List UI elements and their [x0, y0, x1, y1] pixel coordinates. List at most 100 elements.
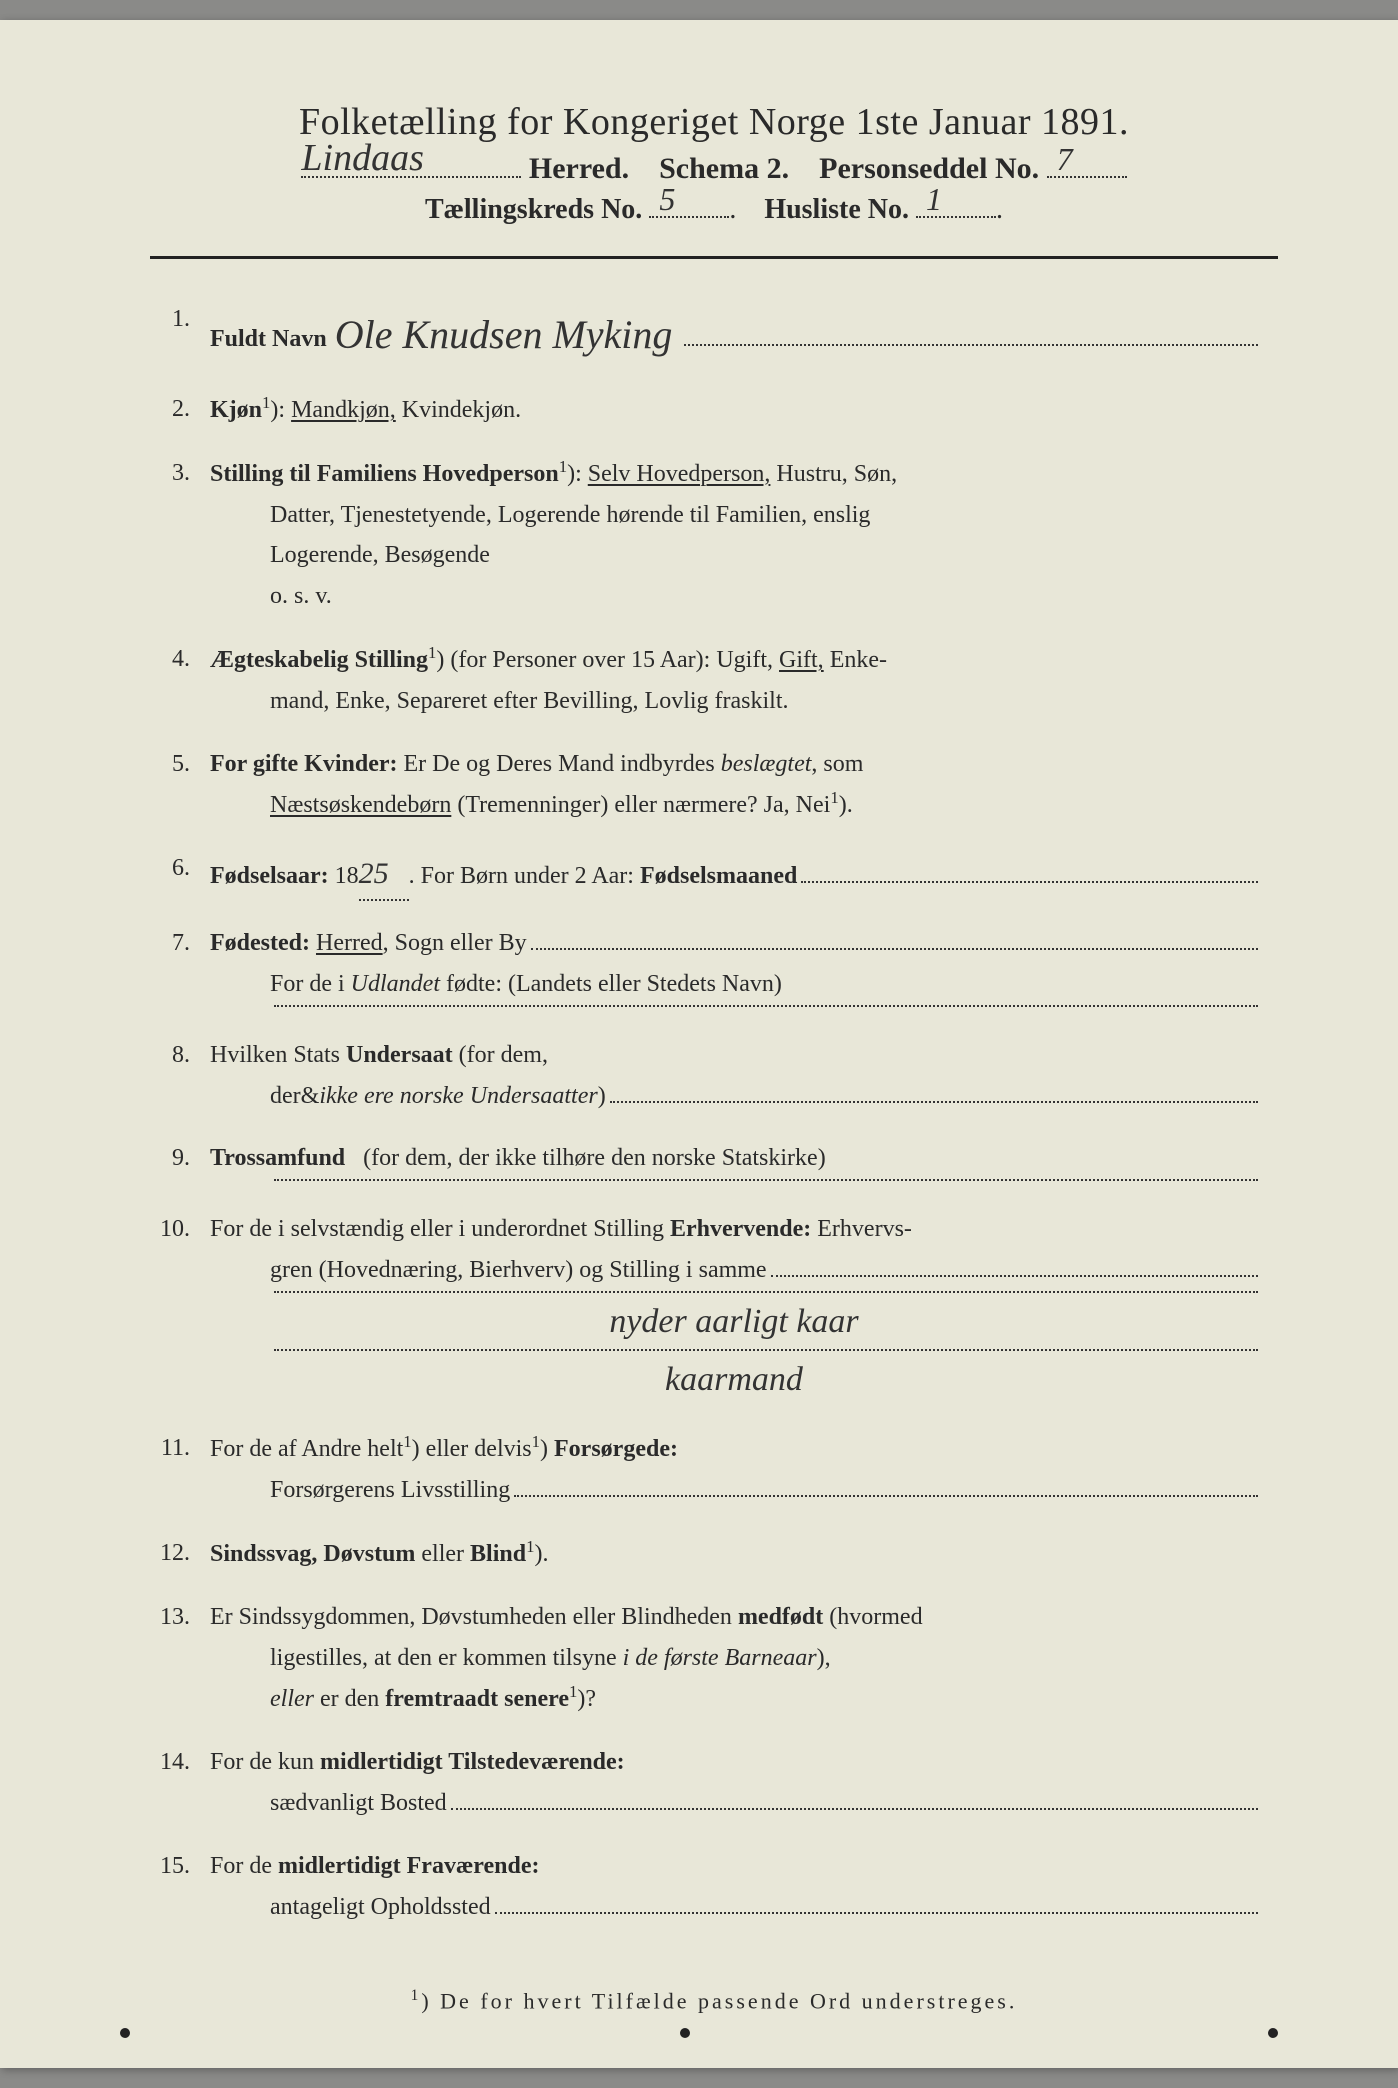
punch-hole-icon	[1268, 2028, 1278, 2038]
herred-handwritten: Lindaas	[301, 136, 423, 180]
text: For de	[210, 1853, 272, 1879]
punch-hole-icon	[120, 2028, 130, 2038]
taellingskreds-no: 5	[659, 181, 675, 218]
text: Er De og Deres Mand indbyrdes	[404, 751, 715, 777]
text: antageligt Opholdssted	[270, 1887, 491, 1928]
row-13-disability-origin: 13. Er Sindssygdommen, Døvstumheden elle…	[150, 1597, 1258, 1720]
text: Forsørgerens Livsstilling	[270, 1470, 510, 1511]
dotted-fill	[451, 1808, 1258, 1810]
footnote-ref: 1	[403, 1432, 411, 1451]
dotted-fill	[771, 1275, 1258, 1277]
row-num: 14.	[150, 1742, 210, 1824]
husliste-label: Husliste No.	[764, 194, 909, 225]
row-11-supported: 11. For de af Andre helt1) eller delvis1…	[150, 1428, 1258, 1511]
text: eller	[421, 1541, 464, 1567]
option-selected: Mandkjøn,	[291, 397, 396, 423]
field-label: Kjøn	[210, 397, 262, 423]
field-label: midlertidigt Fraværende:	[278, 1853, 540, 1879]
text: For de i selvstændig eller i underordnet…	[210, 1216, 664, 1242]
dotted-fill	[274, 1005, 1258, 1007]
row-3-position: 3. Stilling til Familiens Hovedperson1):…	[150, 453, 1258, 617]
occupation-handwritten: kaarmand	[657, 1351, 811, 1409]
year-prefix: 18	[335, 856, 359, 897]
text: For de i	[270, 971, 345, 997]
dotted-fill	[531, 948, 1258, 950]
row-content: Ægteskabelig Stilling1) (for Personer ov…	[210, 639, 1258, 722]
row-num: 9.	[150, 1138, 210, 1187]
dotted-fill	[495, 1912, 1258, 1914]
text: sædvanligt Bosted	[270, 1783, 447, 1824]
option-text: o. s. v.	[210, 576, 332, 617]
field-label: Forsørgede:	[554, 1436, 678, 1462]
text: (for dem,	[459, 1042, 548, 1068]
row-num: 7.	[150, 923, 210, 1013]
row-8-citizenship: 8. Hvilken Stats Undersaat (for dem, der…	[150, 1035, 1258, 1117]
dotted-fill	[610, 1101, 1258, 1103]
text: gren (Hovednæring, Bierhverv) og Stillin…	[270, 1250, 767, 1291]
footnote-text: ) De for hvert Tilfælde passende Ord und…	[421, 1989, 1017, 2014]
field-label: Sindssvag, Døvstum	[210, 1541, 415, 1567]
row-num: 12.	[150, 1533, 210, 1575]
header-divider	[150, 256, 1278, 259]
row-9-religion: 9. Trossamfund (for dem, der ikke tilhør…	[150, 1138, 1258, 1187]
name-handwritten: Ole Knudsen Myking	[327, 301, 681, 369]
year-handwritten: 25	[359, 848, 409, 901]
row-content: Fødested: Herred, Sogn eller By For de i…	[210, 923, 1258, 1013]
text: ).	[839, 792, 853, 818]
option-selected: Gift,	[779, 647, 824, 673]
dotted-fill	[684, 344, 1258, 346]
text: fødte: (Landets eller Stedets Navn)	[446, 971, 782, 997]
option: Kvindekjøn.	[402, 397, 521, 423]
husliste-no: 1	[926, 181, 942, 218]
footnote-ref: 1	[262, 393, 270, 412]
field-label: Fødested:	[210, 923, 310, 964]
option-text: Hustru, Søn,	[776, 461, 897, 487]
row-content: Kjøn1): Mandkjøn, Kvindekjøn.	[210, 389, 1258, 431]
italic-text: ikke ere norske Undersaatter	[319, 1076, 597, 1117]
italic-text: beslægtet	[721, 751, 812, 777]
occupation-handwritten: nyder aarligt kaar	[601, 1293, 866, 1351]
row-num: 13.	[150, 1597, 210, 1720]
option-selected: Herred	[316, 923, 383, 964]
row-content: For de af Andre helt1) eller delvis1) Fo…	[210, 1428, 1258, 1511]
row-num: 4.	[150, 639, 210, 722]
schema-label: Schema 2.	[659, 152, 789, 185]
row-content: Stilling til Familiens Hovedperson1): Se…	[210, 453, 1258, 617]
italic-text: Udlandet	[351, 971, 440, 997]
footnote-ref: 1	[830, 788, 838, 807]
row-4-marital: 4. Ægteskabelig Stilling1) (for Personer…	[150, 639, 1258, 722]
footnote-ref: 1	[532, 1432, 540, 1451]
option-text: Enke-	[830, 647, 887, 673]
row-content: Sindssvag, Døvstum eller Blind1).	[210, 1533, 1258, 1575]
field-label: Fødselsmaaned	[640, 856, 797, 897]
field-label: fremtraadt senere	[385, 1686, 569, 1712]
field-label: Fuldt Navn	[210, 319, 327, 360]
option-selected: Selv Hovedperson,	[588, 461, 771, 487]
row-15-temp-absent: 15. For de midlertidigt Fraværende: anta…	[150, 1846, 1258, 1928]
row-num: 2.	[150, 389, 210, 431]
text: , som	[811, 751, 863, 777]
field-label: Stilling til Familiens Hovedperson	[210, 461, 559, 487]
row-num: 15.	[150, 1846, 210, 1928]
text: For de af Andre helt	[210, 1436, 403, 1462]
paren-text: (for Personer over 15 Aar):	[450, 647, 710, 673]
personseddel-field: 7	[1047, 176, 1127, 178]
text: . For Børn under 2 Aar:	[409, 856, 634, 897]
row-num: 11.	[150, 1428, 210, 1511]
text: )	[598, 1076, 606, 1117]
row-content: Fødselsaar: 1825 . For Børn under 2 Aar:…	[210, 848, 1258, 901]
row-content: For de kun midlertidigt Tilstedeværende:…	[210, 1742, 1258, 1824]
text: ),	[817, 1645, 831, 1671]
row-10-occupation: 10. For de i selvstændig eller i underor…	[150, 1209, 1258, 1406]
text: (for dem, der ikke tilhøre den norske St…	[363, 1145, 826, 1171]
text: Erhvervs-	[817, 1216, 912, 1242]
row-1-name: 1. Fuldt Navn Ole Knudsen Myking	[150, 299, 1258, 367]
underlined-text: Næstsøskendebørn	[270, 792, 451, 818]
form-body: 1. Fuldt Navn Ole Knudsen Myking 2. Kjøn…	[130, 299, 1298, 1927]
italic-text: i de første Barneaar	[623, 1645, 817, 1671]
row-2-sex: 2. Kjøn1): Mandkjøn, Kvindekjøn.	[150, 389, 1258, 431]
option-text: Datter, Tjenestetyende, Logerende hørend…	[210, 495, 870, 536]
option-text: Logerende, Besøgende	[210, 535, 490, 576]
text: (Tremenninger) eller nærmere? Ja, Nei	[457, 792, 830, 818]
taellingskreds-field: 5	[649, 216, 729, 218]
